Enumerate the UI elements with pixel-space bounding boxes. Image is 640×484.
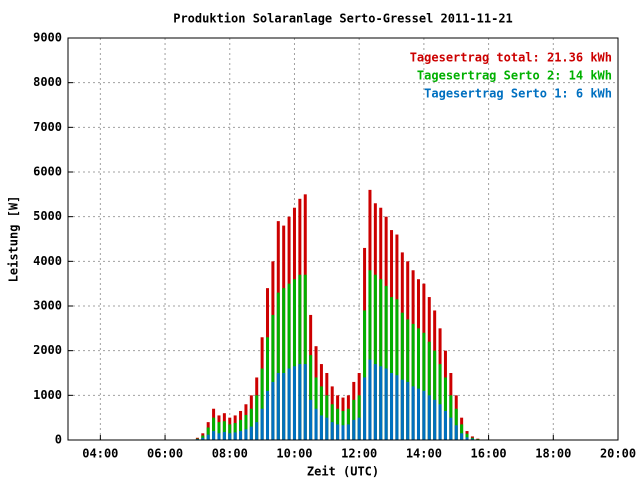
x-tick-label: 08:00: [212, 447, 248, 461]
y-tick-label: 9000: [33, 31, 62, 45]
bar: [401, 380, 404, 440]
bar: [217, 433, 220, 440]
bar: [444, 411, 447, 440]
bar: [331, 422, 334, 440]
bar: [282, 373, 285, 440]
bar: [234, 432, 237, 440]
bar: [266, 391, 269, 440]
bar: [239, 431, 242, 440]
bar: [460, 433, 463, 440]
bar: [352, 420, 355, 440]
y-tick-label: 7000: [33, 120, 62, 134]
bar: [315, 409, 318, 440]
x-tick-label: 12:00: [341, 447, 377, 461]
y-tick-label: 0: [55, 433, 62, 447]
bar: [347, 424, 350, 440]
y-tick-label: 3000: [33, 299, 62, 313]
bar: [223, 432, 226, 440]
chart-title: Produktion Solaranlage Serto-Gressel 201…: [173, 12, 513, 26]
bar: [288, 369, 291, 440]
y-tick-label: 2000: [33, 343, 62, 357]
bar: [395, 375, 398, 440]
y-tick-label: 4000: [33, 254, 62, 268]
bar: [298, 364, 301, 440]
y-tick-label: 6000: [33, 165, 62, 179]
x-tick-label: 14:00: [406, 447, 442, 461]
bar: [358, 418, 361, 440]
bar: [304, 364, 307, 440]
x-tick-label: 04:00: [82, 447, 118, 461]
bar: [449, 418, 452, 440]
y-tick-label: 1000: [33, 388, 62, 402]
bar: [250, 427, 253, 440]
bar: [255, 422, 258, 440]
bar: [406, 382, 409, 440]
bar: [277, 373, 280, 440]
bar: [212, 431, 215, 440]
bar: [385, 369, 388, 440]
x-axis-label: Zeit (UTC): [307, 465, 379, 479]
x-tick-label: 06:00: [147, 447, 183, 461]
x-tick-label: 16:00: [471, 447, 507, 461]
bar: [228, 433, 231, 440]
legend-entry: Tagesertrag total: 21.36 kWh: [410, 51, 612, 65]
x-tick-label: 20:00: [600, 447, 636, 461]
y-axis-label: Leistung [W]: [7, 196, 21, 283]
bar: [342, 425, 345, 440]
bar: [422, 391, 425, 440]
bar: [336, 424, 339, 440]
legend-entry: Tagesertrag Serto 1: 6 kWh: [424, 87, 612, 101]
bar: [428, 395, 431, 440]
y-tick-label: 8000: [33, 75, 62, 89]
bar: [325, 418, 328, 440]
bar: [207, 435, 210, 440]
bar: [374, 364, 377, 440]
bar: [412, 386, 415, 440]
bar: [433, 400, 436, 440]
bar: [244, 429, 247, 440]
y-tick-label: 5000: [33, 209, 62, 223]
bar: [309, 400, 312, 440]
bar: [293, 366, 296, 440]
bar: [363, 377, 366, 440]
bar: [417, 389, 420, 440]
bar: [455, 425, 458, 440]
legend-entry: Tagesertrag Serto 2: 14 kWh: [417, 69, 612, 83]
bar: [439, 404, 442, 440]
x-tick-label: 18:00: [535, 447, 571, 461]
bar: [261, 409, 264, 440]
bar: [368, 360, 371, 440]
bar: [271, 382, 274, 440]
bar: [390, 373, 393, 440]
bar: [379, 366, 382, 440]
bar: [320, 415, 323, 440]
x-tick-label: 10:00: [276, 447, 312, 461]
